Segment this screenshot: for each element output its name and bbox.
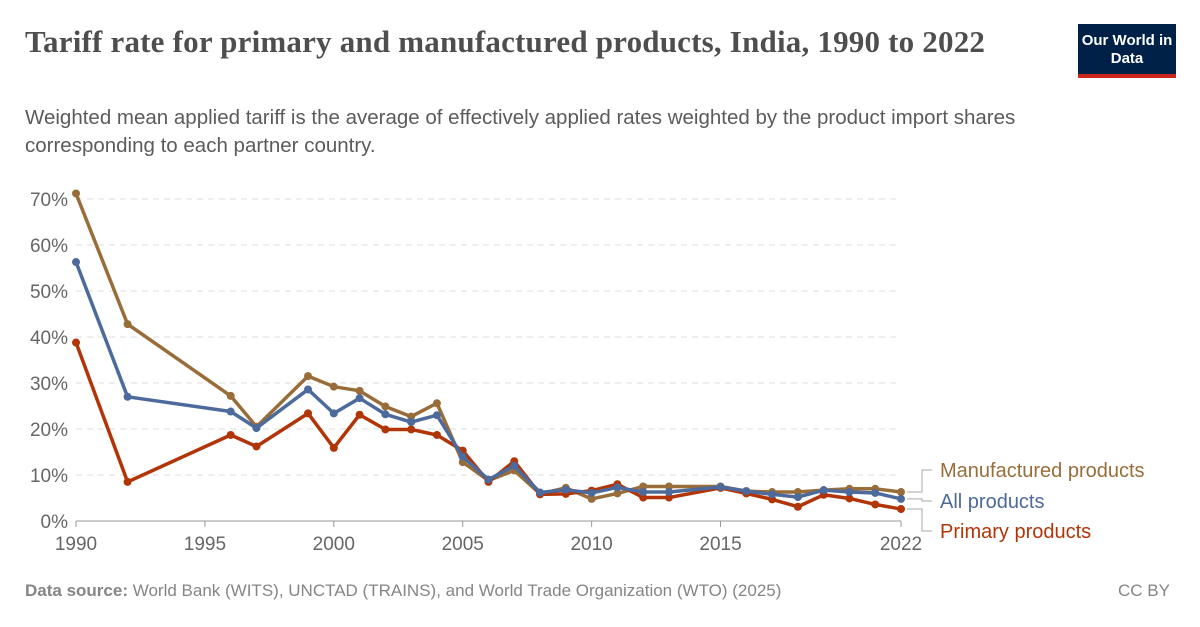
- y-tick-label: 10%: [30, 466, 68, 487]
- data-point: [123, 477, 132, 486]
- owid-logo[interactable]: Our World in Data: [1078, 24, 1176, 78]
- data-point: [768, 490, 777, 499]
- y-tick-label: 40%: [30, 328, 68, 349]
- data-point: [329, 443, 338, 452]
- y-tick-label: 70%: [30, 190, 68, 211]
- series-line-manufactured-products: [74, 192, 902, 501]
- data-point: [355, 386, 364, 395]
- data-point: [304, 372, 313, 381]
- data-point: [226, 391, 235, 400]
- data-point: [432, 399, 441, 408]
- data-point: [381, 402, 390, 411]
- data-point: [716, 482, 725, 491]
- data-point: [123, 320, 132, 329]
- data-point: [639, 482, 648, 491]
- x-tick-label: 2000: [313, 534, 355, 555]
- x-tick-label: 2005: [442, 534, 484, 555]
- data-point: [793, 502, 802, 511]
- data-point: [304, 409, 313, 418]
- data-point: [510, 461, 519, 470]
- data-point: [252, 424, 261, 433]
- data-point: [897, 494, 905, 503]
- chart-title: Tariff rate for primary and manufactured…: [25, 24, 986, 59]
- data-point: [871, 488, 880, 497]
- data-point: [845, 494, 854, 503]
- x-tick-label: 2015: [699, 534, 741, 555]
- label-connector: [907, 498, 932, 502]
- data-point: [793, 493, 802, 502]
- x-tick-label: 2022: [880, 534, 922, 555]
- data-point: [407, 425, 416, 434]
- source-text[interactable]: World Bank (WITS), UNCTAD (TRAINS), and …: [132, 581, 782, 600]
- data-point: [664, 482, 673, 491]
- label-connector: [907, 469, 932, 493]
- data-point: [897, 488, 905, 497]
- data-point: [123, 392, 132, 401]
- data-point: [897, 505, 905, 514]
- data-point: [458, 452, 467, 461]
- chart-subtitle: Weighted mean applied tariff is the aver…: [25, 106, 1016, 157]
- data-point: [355, 410, 364, 419]
- data-point: [329, 382, 338, 391]
- data-point: [664, 488, 673, 497]
- data-point: [355, 394, 364, 403]
- series-label: Primary products: [940, 521, 1091, 543]
- data-point: [484, 475, 493, 484]
- y-tick-label: 20%: [30, 420, 68, 441]
- series-label: Manufactured products: [940, 460, 1145, 482]
- data-point: [871, 500, 880, 509]
- data-point: [845, 488, 854, 497]
- label-connector: [907, 508, 932, 532]
- y-tick-label: 0%: [41, 512, 69, 533]
- x-tick-label: 1990: [55, 534, 97, 555]
- data-point: [226, 430, 235, 439]
- data-point: [639, 488, 648, 497]
- data-point: [432, 411, 441, 420]
- series-label: All products: [940, 491, 1045, 513]
- x-tick-label: 1995: [184, 534, 226, 555]
- data-point: [72, 258, 80, 267]
- data-point: [252, 442, 261, 451]
- data-point: [613, 483, 622, 492]
- data-point: [407, 418, 416, 427]
- data-point: [407, 412, 416, 421]
- data-point: [536, 488, 545, 497]
- y-tick-label: 30%: [30, 374, 68, 395]
- data-point: [742, 487, 751, 496]
- data-point: [381, 425, 390, 434]
- data-point: [587, 494, 596, 503]
- x-tick-label: 2010: [570, 534, 612, 555]
- data-point: [72, 338, 80, 347]
- data-point: [664, 493, 673, 502]
- data-point: [432, 430, 441, 439]
- data-point: [381, 410, 390, 419]
- y-tick-label: 60%: [30, 236, 68, 257]
- data-point: [226, 407, 235, 416]
- series-line-all-products: [74, 261, 902, 501]
- data-point: [561, 485, 570, 494]
- data-point: [819, 486, 828, 495]
- license[interactable]: CC BY: [1118, 581, 1170, 600]
- data-point: [613, 489, 622, 498]
- data-point: [587, 488, 596, 497]
- data-source: Data source: World Bank (WITS), UNCTAD (…: [25, 581, 781, 601]
- data-point: [639, 493, 648, 502]
- data-point: [72, 189, 80, 198]
- data-point: [304, 385, 313, 394]
- source-label: Data source:: [25, 581, 128, 600]
- data-point: [329, 409, 338, 418]
- y-tick-label: 50%: [30, 282, 68, 303]
